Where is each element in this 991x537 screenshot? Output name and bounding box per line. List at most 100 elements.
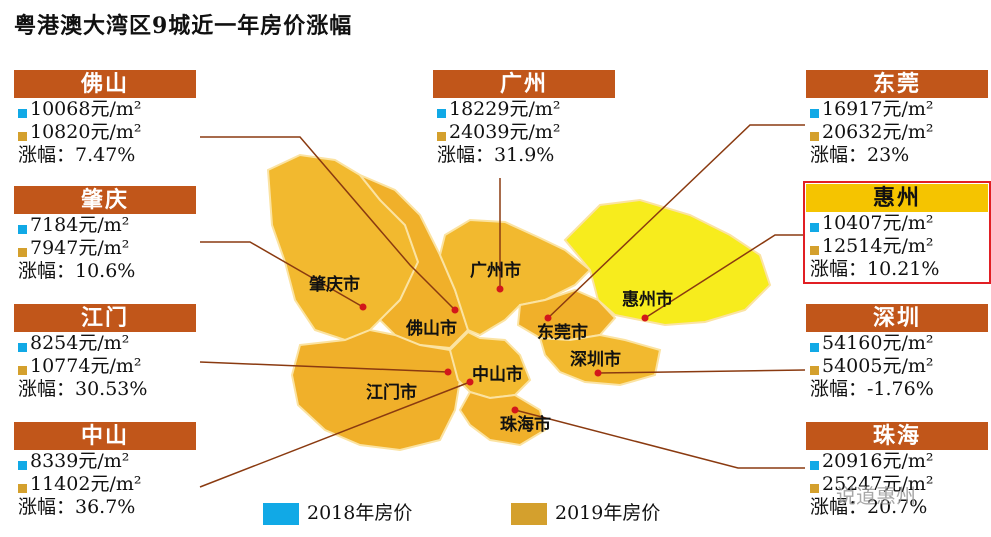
price-2019-row: 54005元/m² (806, 355, 988, 378)
price-2019-swatch (18, 483, 27, 493)
growth-rate: 涨幅：7.47% (18, 144, 136, 166)
region-zhuhai (458, 390, 547, 447)
price-2019: 10774元/m² (30, 355, 142, 377)
price-2019-swatch (18, 247, 27, 257)
price-2018: 54160元/m² (822, 332, 934, 354)
price-2018-swatch (18, 224, 27, 234)
city-card-3: 中山 8339元/m² 11402元/m² 涨幅：36.7% (14, 422, 196, 519)
price-2019-swatch (810, 365, 819, 375)
city-dot-7 (594, 369, 602, 377)
city-card-6: 惠州 10407元/m² 12514元/m² 涨幅：10.21% (803, 181, 991, 284)
city-dot-3 (466, 378, 474, 386)
leader-line-2 (199, 361, 449, 373)
city-dot-5 (544, 314, 552, 322)
city-dot-2 (444, 368, 452, 376)
price-2018-row: 8339元/m² (14, 450, 196, 473)
city-name: 珠海 (806, 422, 988, 450)
leader-line-8 (514, 409, 805, 469)
growth-rate: 涨幅：10.6% (18, 260, 136, 282)
price-2019: 12514元/m² (822, 235, 934, 257)
price-2019-row: 10820元/m² (14, 121, 196, 144)
price-2018-row: 16917元/m² (806, 98, 988, 121)
price-2018-swatch (437, 108, 446, 118)
legend-2018: 2018年房价 (263, 498, 412, 525)
price-2018: 16917元/m² (822, 98, 934, 120)
watermark: 说道惠州 (836, 484, 916, 508)
price-2018-row: 8254元/m² (14, 332, 196, 355)
price-2019-swatch (18, 131, 27, 141)
growth-rate: 涨幅：10.21% (810, 258, 940, 280)
city-card-4: 广州 18229元/m² 24039元/m² 涨幅：31.9% (433, 70, 615, 167)
price-2018: 20916元/m² (822, 450, 934, 472)
price-2019: 24039元/m² (449, 121, 561, 143)
price-2018-row: 10068元/m² (14, 98, 196, 121)
price-2019-swatch (810, 483, 819, 493)
legend-2018-label: 2018年房价 (307, 502, 413, 524)
price-2018: 10407元/m² (822, 212, 934, 234)
chart-title: 粤港澳大湾区9城近一年房价涨幅 (14, 13, 353, 39)
price-2018: 8254元/m² (30, 332, 130, 354)
map-label-4: 广州市 (470, 260, 521, 281)
city-name: 江门 (14, 304, 196, 332)
price-2018: 10068元/m² (30, 98, 142, 120)
price-2018-row: 54160元/m² (806, 332, 988, 355)
legend-2019-label: 2019年房价 (555, 502, 661, 524)
price-2018-swatch (810, 222, 819, 232)
price-2018: 7184元/m² (30, 214, 130, 236)
city-card-7: 深圳 54160元/m² 54005元/m² 涨幅：-1.76% (806, 304, 988, 401)
city-card-8: 珠海 20916元/m² 25247元/m² 涨幅：20.7% (806, 422, 988, 519)
city-dot-8 (511, 406, 519, 414)
city-dot-0 (451, 306, 459, 314)
map-regions (266, 153, 772, 452)
price-2019: 7947元/m² (30, 237, 130, 259)
city-dot-1 (359, 303, 367, 311)
price-2018-row: 20916元/m² (806, 450, 988, 473)
price-2019-swatch (437, 131, 446, 141)
map-label-2: 江门市 (366, 382, 417, 403)
price-2019-row: 12514元/m² (806, 235, 988, 258)
price-2018-swatch (810, 342, 819, 352)
region-jiangmen (290, 328, 462, 452)
growth-rate: 涨幅：31.9% (437, 144, 555, 166)
growth-rate: 涨幅：23% (810, 144, 910, 166)
city-card-0: 佛山 10068元/m² 10820元/m² 涨幅：7.47% (14, 70, 196, 167)
leader-line-1 (200, 241, 364, 308)
city-card-2: 江门 8254元/m² 10774元/m² 涨幅：30.53% (14, 304, 196, 401)
price-2018-row: 7184元/m² (14, 214, 196, 237)
price-2018-swatch (810, 108, 819, 118)
city-name: 东莞 (806, 70, 988, 98)
price-2019-row: 24039元/m² (433, 121, 615, 144)
city-card-1: 肇庆 7184元/m² 7947元/m² 涨幅：10.6% (14, 186, 196, 283)
price-2018-row: 10407元/m² (806, 212, 988, 235)
price-2018-swatch (18, 460, 27, 470)
city-name: 肇庆 (14, 186, 196, 214)
legend-2019: 2019年房价 (511, 498, 660, 525)
leader-line-0 (200, 136, 456, 311)
region-dongguan (516, 288, 617, 342)
price-2018-swatch (18, 108, 27, 118)
map-label-0: 佛山市 (405, 318, 457, 339)
city-card-5: 东莞 16917元/m² 20632元/m² 涨幅：23% (806, 70, 988, 167)
leader-line-6 (644, 234, 805, 319)
map-label-8: 珠海市 (500, 414, 551, 435)
price-2019-row: 7947元/m² (14, 237, 196, 260)
city-name: 深圳 (806, 304, 988, 332)
price-2018-swatch (18, 342, 27, 352)
city-name: 惠州 (806, 184, 988, 212)
city-dot-4 (496, 285, 504, 293)
price-2019-swatch (18, 365, 27, 375)
price-2019: 20632元/m² (822, 121, 934, 143)
legend-2019-swatch (511, 503, 547, 525)
price-2018: 8339元/m² (30, 450, 130, 472)
price-2019: 11402元/m² (30, 473, 142, 495)
growth-rate: 涨幅：30.53% (18, 378, 148, 400)
price-2018-swatch (810, 460, 819, 470)
map-label-1: 肇庆市 (309, 274, 360, 295)
price-2018: 18229元/m² (449, 98, 561, 120)
price-2019-row: 20632元/m² (806, 121, 988, 144)
growth-rate: 涨幅：-1.76% (810, 378, 934, 400)
city-name: 广州 (433, 70, 615, 98)
map-label-7: 深圳市 (570, 349, 621, 370)
